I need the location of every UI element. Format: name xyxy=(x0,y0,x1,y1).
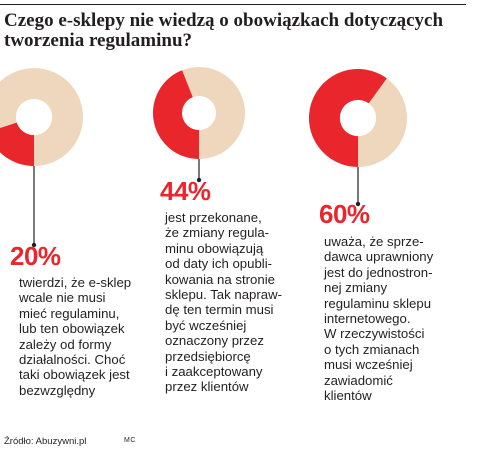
top-rule xyxy=(0,4,466,5)
percentage-label-2: 44% xyxy=(160,176,211,206)
pie-hole xyxy=(339,99,377,137)
author-initials: MC xyxy=(124,437,136,444)
percentage-label-3: 60% xyxy=(319,199,370,229)
description-text-2: jest przekonane, że zmiany regula- minu … xyxy=(165,210,283,395)
leader-dot xyxy=(355,201,361,207)
chart-title: Czego e-sklepy nie wiedzą o obowiązkach … xyxy=(4,10,444,51)
leader-dot xyxy=(31,242,37,248)
pie-chart-2 xyxy=(153,67,245,183)
leader-dot xyxy=(196,177,202,183)
percentage-label-1: 20% xyxy=(10,241,61,271)
description-text-3: uważa, że sprze- dawca uprawniony jest d… xyxy=(324,234,434,404)
source-text: Źródło: Abuzywni.pl xyxy=(4,436,87,447)
pie-hole xyxy=(181,95,217,131)
pie-chart-1 xyxy=(0,68,83,248)
pie-hole xyxy=(15,98,53,136)
pie-value-slice xyxy=(153,70,199,159)
description-text-1: twierdzi, że e-sklep wcale nie musi mieć… xyxy=(19,275,132,398)
pie-chart-3 xyxy=(308,68,407,207)
